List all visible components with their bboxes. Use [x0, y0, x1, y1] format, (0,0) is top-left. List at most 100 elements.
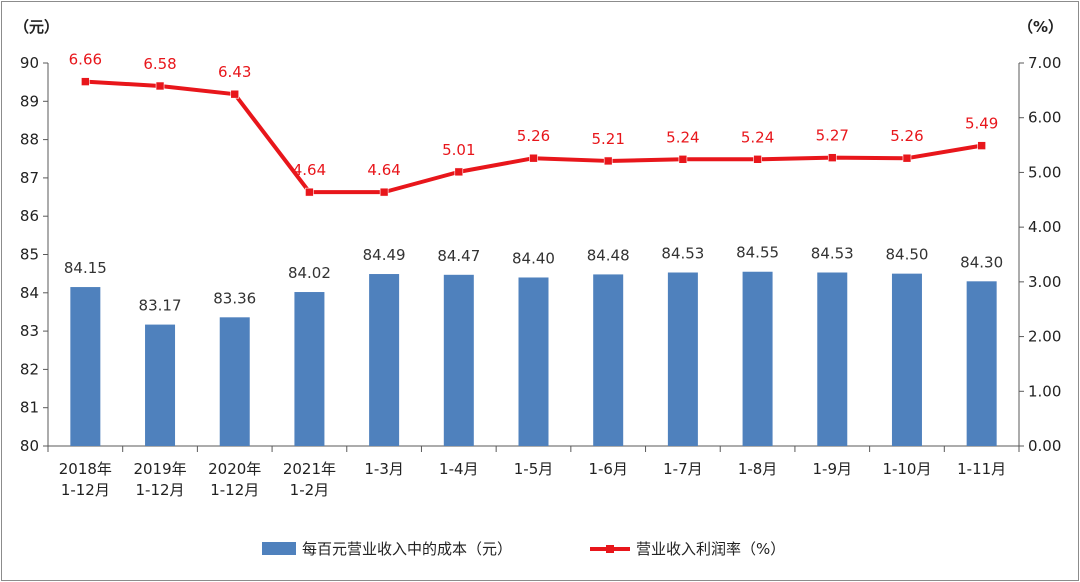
right-tick-label: 1.00	[1028, 382, 1061, 400]
bar	[518, 277, 549, 446]
legend-bar-label: 每百元营业收入中的成本（元）	[302, 540, 512, 558]
bar-value-label: 84.50	[885, 246, 928, 264]
bar-value-label: 84.02	[288, 264, 331, 282]
left-tick-label: 87	[20, 169, 39, 187]
line-point	[753, 154, 762, 164]
category-label: 1-3月	[364, 460, 404, 478]
category-label: 2021年	[283, 460, 336, 478]
bar-value-label: 84.40	[512, 249, 555, 267]
category-label: 1-4月	[439, 460, 479, 478]
line-point	[379, 187, 389, 197]
legend-line-marker	[606, 545, 614, 553]
left-tick-label: 84	[20, 284, 39, 302]
line-value-label: 6.58	[143, 55, 176, 73]
left-axis-unit: （元）	[14, 18, 59, 36]
category-label: 1-7月	[663, 460, 703, 478]
right-tick-label: 2.00	[1028, 328, 1061, 346]
right-tick-label: 6.00	[1028, 109, 1061, 127]
line-value-label: 5.21	[591, 130, 624, 148]
right-tick-label: 0.00	[1028, 437, 1061, 455]
line-value-label: 5.26	[890, 127, 923, 145]
line-point	[603, 156, 613, 166]
left-tick-label: 82	[20, 360, 39, 378]
bar	[667, 272, 698, 446]
bar	[891, 273, 922, 446]
line-point	[305, 187, 314, 197]
left-tick-label: 80	[20, 437, 39, 455]
bar	[443, 274, 474, 446]
bar	[369, 274, 400, 446]
category-label: 1-2月	[290, 481, 330, 499]
line-point	[827, 153, 837, 162]
line-point	[454, 167, 464, 177]
bar-value-label: 84.53	[811, 245, 854, 263]
bar	[70, 287, 101, 446]
line-value-label: 5.24	[741, 128, 774, 146]
bar	[219, 317, 250, 446]
bar	[966, 281, 997, 446]
left-tick-label: 86	[20, 207, 39, 225]
left-tick-label: 81	[20, 399, 39, 417]
category-label: 1-6月	[588, 460, 628, 478]
line-value-label: 5.49	[965, 115, 998, 133]
left-tick-label: 83	[20, 322, 39, 340]
left-tick-label: 90	[20, 54, 39, 72]
right-tick-label: 3.00	[1028, 273, 1061, 291]
right-tick-label: 4.00	[1028, 218, 1061, 236]
left-tick-label: 88	[20, 131, 39, 149]
line-value-label: 6.66	[69, 51, 102, 69]
legend-bar-swatch	[262, 542, 296, 555]
bar-value-label: 83.36	[213, 289, 256, 307]
category-label: 1-9月	[813, 460, 853, 478]
bar-value-label: 84.49	[363, 246, 406, 264]
category-label: 1-12月	[136, 481, 185, 499]
bar-series: 84.15 83.17 83.36 84.02 84.49 84.47 84.40 84.48…	[64, 244, 1003, 446]
line-series: 6.66 6.58 6.43 4.64 4.64 5.01 5.26 5.21 5.24 5.24…	[69, 51, 998, 197]
line-point	[81, 77, 90, 86]
bar	[817, 272, 848, 446]
bar-value-label: 84.48	[587, 246, 630, 264]
bar-value-label: 84.53	[661, 245, 704, 263]
right-tick-label: 5.00	[1028, 163, 1061, 181]
legend-line-label: 营业收入利润率（%）	[636, 540, 785, 558]
category-label: 2018年	[59, 460, 112, 478]
category-label: 1-11月	[957, 460, 1006, 478]
bar-value-label: 84.55	[736, 244, 779, 262]
line-point	[678, 154, 688, 164]
line-value-label: 6.43	[218, 63, 251, 81]
line-value-label: 5.26	[517, 127, 550, 145]
line-value-label: 5.01	[442, 141, 475, 159]
axes: 80 81 82 83 84 85 86 87 88 89 90 0.00 1.00 2.00 3.00 4.…	[20, 54, 1062, 455]
line-value-label: 5.24	[666, 128, 699, 146]
line-point	[977, 141, 986, 150]
right-axis-unit: （%）	[1018, 18, 1063, 36]
bar	[145, 324, 176, 446]
bar-value-label: 84.15	[64, 259, 107, 277]
category-labels: 2018年 1-12月 2019年 1-12月 2020年 1-12月 2021年 1-2月 1…	[59, 460, 1006, 499]
bar	[593, 274, 624, 446]
line-value-label: 5.27	[816, 127, 849, 145]
left-tick-label: 85	[20, 246, 39, 264]
category-label: 1-12月	[61, 481, 110, 499]
line-point	[902, 153, 912, 163]
category-label: 1-5月	[514, 460, 554, 478]
line-point	[230, 89, 240, 99]
bar-value-label: 83.17	[139, 297, 182, 315]
line-point	[155, 81, 165, 91]
category-label: 1-8月	[738, 460, 778, 478]
left-tick-label: 89	[20, 92, 39, 110]
category-label: 2019年	[133, 460, 186, 478]
category-label: 1-10月	[882, 460, 931, 478]
legend: 每百元营业收入中的成本（元） 营业收入利润率（%）	[262, 540, 785, 558]
bar-value-label: 84.47	[437, 247, 480, 265]
line-point	[529, 153, 538, 163]
line-value-label: 4.64	[367, 161, 400, 179]
line-value-label: 4.64	[293, 161, 326, 179]
bar	[294, 292, 325, 446]
category-label: 2020年	[208, 460, 261, 478]
bar	[742, 271, 773, 446]
category-label: 1-12月	[210, 481, 259, 499]
bar-value-label: 84.30	[960, 253, 1003, 271]
right-tick-label: 7.00	[1028, 54, 1061, 72]
